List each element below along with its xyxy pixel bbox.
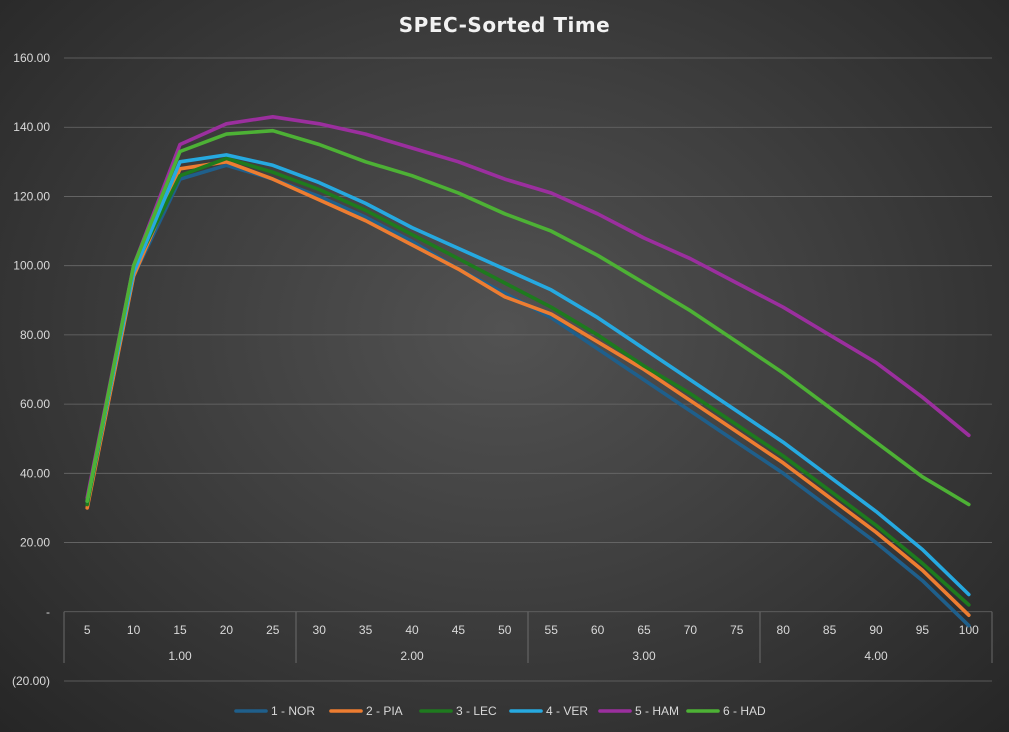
legend-item: 4 - VER [509,704,588,718]
y-tick-label: 60.00 [20,397,50,411]
y-tick-label: - [46,605,50,619]
series-line-6 [85,128,971,507]
y-tick-label: 160.00 [13,51,50,65]
x-tick-label: 80 [777,623,791,637]
y-tick-label: 100.00 [13,259,50,273]
x-tick-label: 55 [545,623,559,637]
x-tick-label: 65 [637,623,651,637]
x-tick-label: 60 [591,623,605,637]
x-tick-label: 85 [823,623,837,637]
y-tick-label: 40.00 [20,466,50,480]
x-tick-label: 40 [405,623,419,637]
x-tick-label: 20 [220,623,234,637]
x-group-label: 3.00 [632,649,656,663]
x-tick-label: 100 [959,623,979,637]
legend-item: 1 - NOR [234,704,315,718]
legend-label: 4 - VER [546,704,588,718]
x-tick-label: 30 [313,623,327,637]
x-tick-label: 50 [498,623,512,637]
x-tick-label: 15 [173,623,187,637]
legend-label: 6 - HAD [723,704,766,718]
chart-title: SPEC-Sorted Time [399,13,610,37]
series-line-4 [85,153,971,597]
y-tick-label: 20.00 [20,536,50,550]
y-tick-label: 140.00 [13,120,50,134]
series-line-1 [85,163,971,628]
axes: 160.00 140.00 120.00 100.00 80.00 60.00 40.00 2… [12,51,993,688]
legend-label: 1 - NOR [271,704,315,718]
x-group-label: 4.00 [864,649,888,663]
series-lines [85,115,971,628]
y-tick-label: 120.00 [13,189,50,203]
x-tick-label: 35 [359,623,373,637]
x-tick-label: 5 [84,623,91,637]
legend-item: 3 - LEC [419,704,497,718]
gridlines [64,57,992,682]
legend-label: 5 - HAM [635,704,679,718]
legend: 1 - NOR 2 - PIA 3 - LEC 4 - VER 5 - HAM 6 - H… [234,704,766,718]
y-tick-label: (20.00) [12,674,50,688]
x-tick-label: 10 [127,623,141,637]
legend-label: 2 - PIA [366,704,403,718]
series-line-3 [85,156,971,607]
legend-item: 2 - PIA [329,704,403,718]
x-tick-label: 95 [916,623,930,637]
x-tick-label: 70 [684,623,698,637]
legend-item: 5 - HAM [598,704,679,718]
series-line-5 [85,115,971,500]
x-group-label: 1.00 [168,649,192,663]
legend-item: 6 - HAD [686,704,766,718]
x-group-label: 2.00 [400,649,424,663]
series-line-2 [85,160,971,618]
legend-label: 3 - LEC [456,704,497,718]
x-tick-label: 90 [869,623,883,637]
y-tick-label: 80.00 [20,328,50,342]
x-tick-label: 45 [452,623,466,637]
x-tick-label: 25 [266,623,280,637]
x-tick-label: 75 [730,623,744,637]
